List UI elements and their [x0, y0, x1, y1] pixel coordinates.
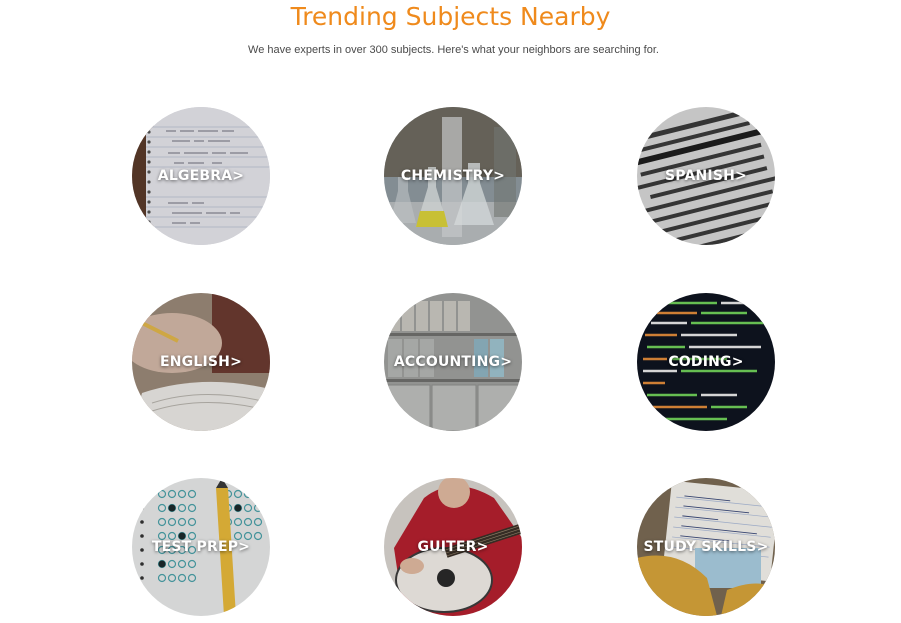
subject-tile-accounting[interactable]: ACCOUNTING>	[384, 293, 522, 431]
subject-tile-spanish[interactable]: SPANISH>	[637, 107, 775, 245]
subject-label: ENGLISH>	[159, 354, 243, 370]
subject-label: ALGEBRA>	[157, 168, 245, 184]
subject-label: CODING>	[668, 354, 744, 370]
guitar-player-image	[384, 478, 522, 616]
accounting-binders-image	[384, 293, 522, 431]
subject-tile-guiter[interactable]: GUITER>	[384, 478, 522, 616]
subject-label: SPANISH>	[665, 168, 747, 184]
test-prep-bubble-sheet-image	[132, 478, 270, 616]
tile-overlay	[637, 107, 775, 245]
subject-tile-coding[interactable]: CODING>	[637, 293, 775, 431]
tile-overlay	[384, 478, 522, 616]
tile-overlay	[132, 478, 270, 616]
subject-tile-chemistry[interactable]: CHEMISTRY>	[384, 107, 522, 245]
subject-label: TEST PREP>	[151, 539, 251, 555]
study-skills-notebook-image	[637, 478, 775, 616]
tile-overlay	[384, 293, 522, 431]
chemistry-flasks-image	[384, 107, 522, 245]
subject-tile-study-skills[interactable]: STUDY SKILLS>	[637, 478, 775, 616]
tile-overlay	[637, 293, 775, 431]
subject-label: STUDY SKILLS>	[643, 539, 769, 555]
subject-label: CHEMISTRY>	[400, 168, 506, 184]
page-title: Trending Subjects Nearby	[290, 2, 611, 31]
tile-overlay	[637, 478, 775, 616]
subject-tile-english[interactable]: ENGLISH>	[132, 293, 270, 431]
subject-label: ACCOUNTING>	[393, 354, 513, 370]
algebra-notebook-image	[132, 107, 270, 245]
subject-tile-algebra[interactable]: ALGEBRA>	[132, 107, 270, 245]
tile-overlay	[132, 293, 270, 431]
page-subtitle: We have experts in over 300 subjects. He…	[248, 44, 659, 56]
spanish-dictionary-image	[637, 107, 775, 245]
tile-overlay	[384, 107, 522, 245]
subject-tile-test-prep[interactable]: TEST PREP>	[132, 478, 270, 616]
tile-overlay	[132, 107, 270, 245]
coding-screen-image	[637, 293, 775, 431]
subject-label: GUITER>	[417, 539, 489, 555]
english-writing-image	[132, 293, 270, 431]
